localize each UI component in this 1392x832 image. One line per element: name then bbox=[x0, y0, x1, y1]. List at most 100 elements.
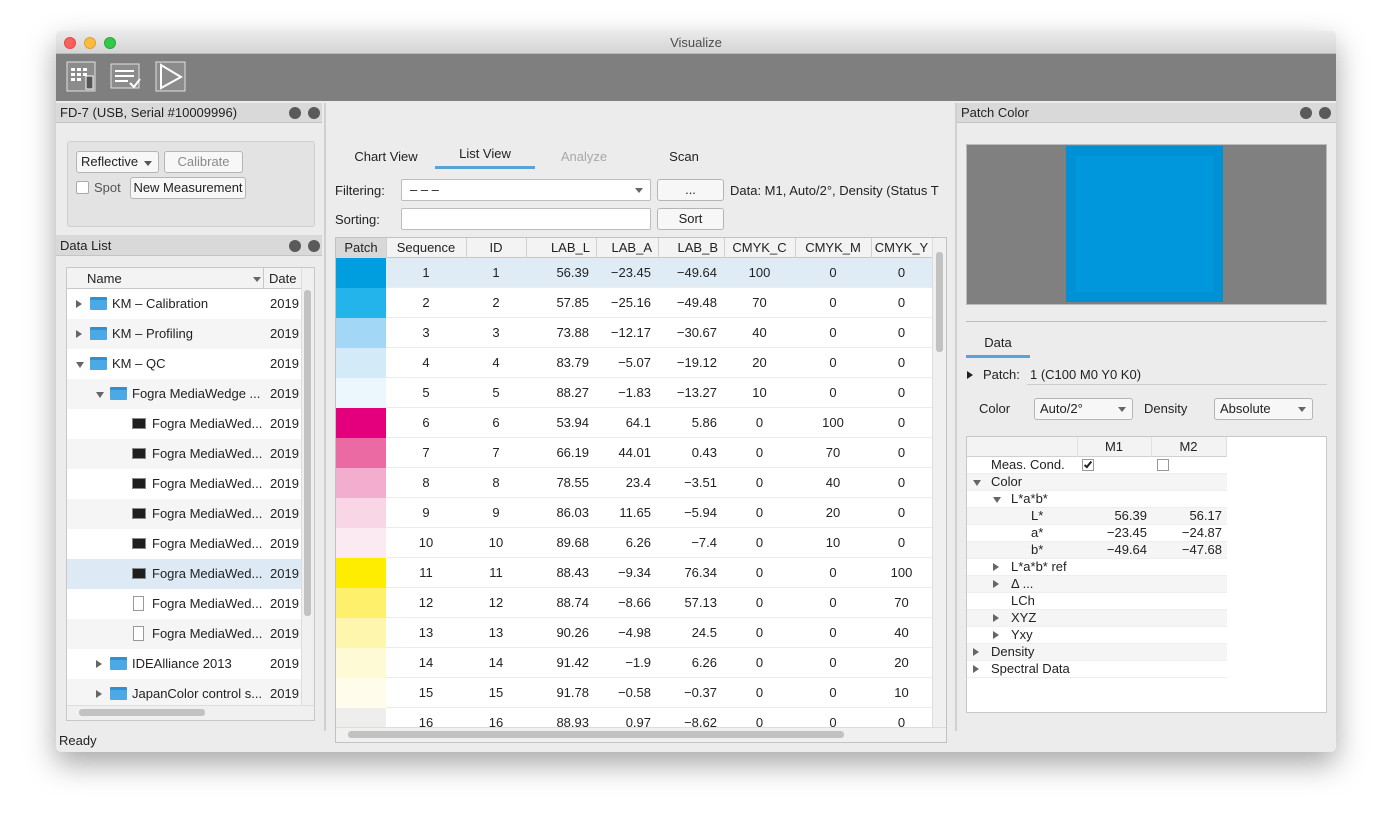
close-panel-button[interactable] bbox=[308, 240, 320, 252]
table-row[interactable] bbox=[336, 558, 932, 588]
collapsed-arrow[interactable] bbox=[993, 580, 999, 588]
grid-row[interactable] bbox=[967, 610, 1227, 627]
collapsed-arrow[interactable] bbox=[993, 631, 999, 639]
close-button[interactable] bbox=[64, 37, 76, 49]
collapsed-arrow[interactable] bbox=[973, 665, 979, 673]
filter-dropdown[interactable]: – – – bbox=[401, 179, 651, 201]
tree-row[interactable] bbox=[67, 469, 314, 499]
tree-row[interactable] bbox=[67, 439, 314, 469]
column-header[interactable]: Sequence bbox=[396, 240, 456, 255]
grid-row[interactable] bbox=[967, 593, 1227, 610]
tab[interactable]: List View bbox=[459, 146, 511, 161]
grid-row[interactable] bbox=[967, 542, 1227, 559]
tree-row[interactable] bbox=[67, 379, 314, 409]
table-row[interactable] bbox=[336, 258, 932, 288]
checkbox[interactable] bbox=[1082, 459, 1094, 471]
close-panel-button[interactable] bbox=[308, 107, 320, 119]
expanded-arrow[interactable] bbox=[993, 497, 1001, 503]
table-row[interactable] bbox=[336, 378, 932, 408]
sort-button[interactable]: Sort bbox=[657, 208, 724, 230]
tree-row[interactable] bbox=[67, 349, 314, 379]
table-cell: 6.26 bbox=[691, 655, 717, 670]
new-measurement-button[interactable]: New Measurement bbox=[130, 177, 246, 199]
collapsed-arrow[interactable] bbox=[76, 300, 82, 308]
tree-row[interactable] bbox=[67, 559, 314, 589]
tab[interactable]: Analyze bbox=[560, 149, 608, 164]
table-row[interactable] bbox=[336, 348, 932, 378]
expanded-arrow[interactable] bbox=[973, 480, 981, 486]
tree-row[interactable] bbox=[67, 619, 314, 649]
checkbox[interactable] bbox=[1157, 459, 1169, 471]
tab[interactable]: Data bbox=[984, 335, 1012, 350]
collapsed-arrow[interactable] bbox=[967, 371, 973, 379]
zoom-button[interactable] bbox=[104, 37, 116, 49]
grid-row[interactable] bbox=[967, 644, 1227, 661]
grid-row[interactable] bbox=[967, 491, 1227, 508]
color-dropdown[interactable]: Auto/2° bbox=[1034, 398, 1133, 420]
table-row[interactable] bbox=[336, 648, 932, 678]
tab[interactable]: Scan bbox=[669, 149, 699, 164]
table-row[interactable] bbox=[336, 318, 932, 348]
column-header[interactable]: CMYK_C bbox=[732, 240, 787, 255]
tree-row[interactable] bbox=[67, 499, 314, 529]
table-row[interactable] bbox=[336, 468, 932, 498]
grid-row[interactable] bbox=[967, 474, 1227, 491]
tree-row[interactable] bbox=[67, 649, 314, 679]
column-header[interactable]: LAB_L bbox=[550, 240, 590, 255]
column-header[interactable]: LAB_B bbox=[677, 240, 718, 255]
table-cell: 57.13 bbox=[684, 595, 717, 610]
collapsed-arrow[interactable] bbox=[96, 660, 102, 668]
toolbar-icon[interactable] bbox=[110, 61, 142, 92]
tree-row[interactable] bbox=[67, 589, 314, 619]
table-row[interactable] bbox=[336, 438, 932, 468]
table-cell: 53.94 bbox=[556, 415, 589, 430]
table-row[interactable] bbox=[336, 528, 932, 558]
tree-row[interactable] bbox=[67, 319, 314, 349]
collapsed-arrow[interactable] bbox=[993, 563, 999, 571]
grid-row[interactable] bbox=[967, 508, 1227, 525]
float-button[interactable] bbox=[1300, 107, 1312, 119]
spot-checkbox[interactable] bbox=[76, 181, 89, 194]
collapsed-arrow[interactable] bbox=[993, 614, 999, 622]
column-header[interactable]: LAB_A bbox=[611, 240, 652, 255]
float-button[interactable] bbox=[289, 107, 301, 119]
float-button[interactable] bbox=[289, 240, 301, 252]
grid-row[interactable] bbox=[967, 525, 1227, 542]
table-row[interactable] bbox=[336, 678, 932, 708]
column-header[interactable]: CMYK_M bbox=[805, 240, 861, 255]
tab[interactable]: Chart View bbox=[354, 149, 418, 164]
filter-button[interactable]: ... bbox=[657, 179, 724, 201]
minimize-button[interactable] bbox=[84, 37, 96, 49]
tree-row[interactable] bbox=[67, 409, 314, 439]
grid-row[interactable] bbox=[967, 559, 1227, 576]
table-row[interactable] bbox=[336, 618, 932, 648]
table-row[interactable] bbox=[336, 588, 932, 618]
expanded-arrow[interactable] bbox=[76, 362, 84, 368]
toolbar-icon[interactable] bbox=[66, 61, 96, 92]
sort-input[interactable] bbox=[401, 208, 651, 230]
expanded-arrow[interactable] bbox=[96, 392, 104, 398]
tree-row[interactable] bbox=[67, 529, 314, 559]
collapsed-arrow[interactable] bbox=[76, 330, 82, 338]
mode-dropdown[interactable]: Reflective bbox=[76, 151, 159, 173]
table-row[interactable] bbox=[336, 498, 932, 528]
grid-value: −23.45 bbox=[1106, 525, 1147, 540]
tree-row[interactable] bbox=[67, 679, 314, 709]
table-cell: 86.03 bbox=[556, 505, 589, 520]
grid-row[interactable] bbox=[967, 661, 1227, 678]
table-row[interactable] bbox=[336, 408, 932, 438]
toolbar-icon[interactable] bbox=[155, 61, 186, 92]
table-row[interactable] bbox=[336, 288, 932, 318]
tree-row[interactable] bbox=[67, 289, 314, 319]
table-cell: −5.94 bbox=[684, 505, 717, 520]
density-dropdown[interactable]: Absolute bbox=[1214, 398, 1313, 420]
grid-row[interactable] bbox=[967, 576, 1227, 593]
grid-row[interactable] bbox=[967, 627, 1227, 644]
column-header[interactable]: CMYK_Y bbox=[874, 240, 929, 255]
column-header[interactable]: ID bbox=[489, 240, 503, 255]
calibrate-button[interactable]: Calibrate bbox=[164, 151, 243, 173]
close-panel-button[interactable] bbox=[1319, 107, 1331, 119]
column-header[interactable]: Patch bbox=[344, 240, 378, 255]
collapsed-arrow[interactable] bbox=[973, 648, 979, 656]
collapsed-arrow[interactable] bbox=[96, 690, 102, 698]
